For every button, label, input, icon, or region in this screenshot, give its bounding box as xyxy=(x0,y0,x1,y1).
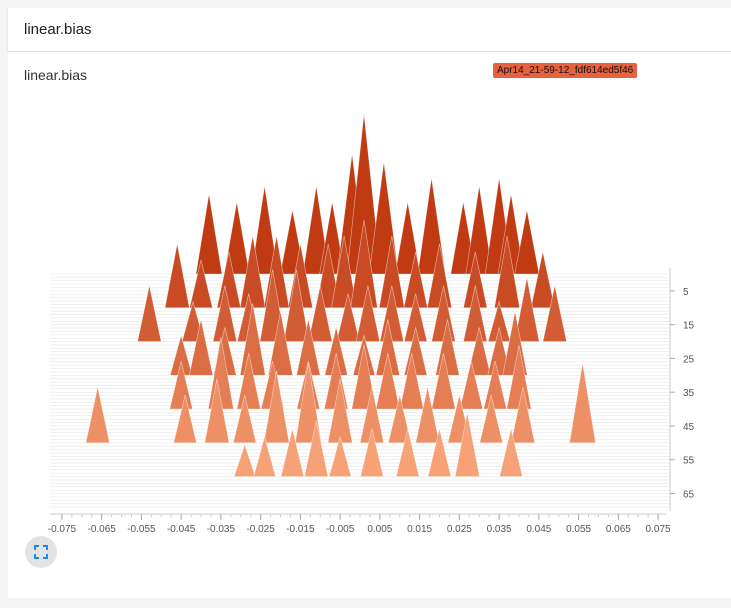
panel-title: linear.bias xyxy=(24,67,88,83)
histogram-peak xyxy=(232,394,257,444)
histogram-peak xyxy=(85,386,110,444)
histogram-peak xyxy=(459,361,484,410)
x-tick-label: 0.025 xyxy=(447,524,472,535)
step-axis: 5 15 25 35 45 55 65 xyxy=(669,268,695,511)
x-tick-label: -0.065 xyxy=(87,524,116,535)
histogram-peak xyxy=(336,293,360,342)
histogram-peak xyxy=(355,285,381,342)
histogram-peak xyxy=(514,277,540,342)
histogram-slice xyxy=(169,337,532,410)
histogram-peak xyxy=(189,259,213,309)
histogram-peak xyxy=(431,353,456,410)
histogram-peak xyxy=(223,201,250,275)
histogram-peak xyxy=(294,362,322,444)
histogram-slice xyxy=(85,362,596,444)
step-tick-label: 55 xyxy=(683,456,695,467)
histogram-peak xyxy=(302,185,331,275)
histogram-peak xyxy=(360,428,384,477)
histogram-slice xyxy=(233,412,523,477)
histogram-peak xyxy=(233,443,256,477)
card-header: linear.bias xyxy=(8,8,731,52)
x-tick-label: 0.045 xyxy=(526,524,551,535)
x-tick-label: -0.055 xyxy=(127,524,156,535)
histogram-peak xyxy=(328,435,352,477)
histogram-peak xyxy=(467,327,492,376)
histogram-peak xyxy=(463,285,488,342)
histogram-peak xyxy=(304,420,329,477)
x-tick-label: 0.035 xyxy=(487,524,512,535)
x-tick-label: 0.005 xyxy=(367,524,392,535)
histogram-peak xyxy=(195,193,223,275)
x-tick-label: 0.055 xyxy=(566,524,591,535)
x-tick-label: 0.015 xyxy=(407,524,432,535)
histogram-peak xyxy=(173,394,197,444)
histogram-peak xyxy=(308,285,333,342)
histogram-peak xyxy=(351,345,377,410)
histogram-ridges xyxy=(85,113,596,477)
step-tick-label: 5 xyxy=(683,287,689,298)
histogram-peak xyxy=(250,185,279,275)
x-tick-label: -0.075 xyxy=(48,524,77,535)
fullscreen-icon xyxy=(34,545,48,559)
histogram-peak xyxy=(483,361,507,410)
x-axis: -0.075 -0.065 -0.055 -0.045 -0.035 -0.025 -0.0… xyxy=(48,513,671,535)
x-tick-label: -0.035 xyxy=(207,524,236,535)
step-tick-label: 25 xyxy=(683,354,695,365)
x-tick-label: -0.025 xyxy=(246,524,275,535)
histogram-peak xyxy=(514,209,540,275)
histogram-peak xyxy=(137,285,162,342)
histogram-peak xyxy=(530,251,555,309)
histogram-peak xyxy=(394,201,421,275)
histogram-peak xyxy=(331,235,358,309)
histogram-peak xyxy=(253,435,277,477)
histogram-peak xyxy=(427,428,452,477)
step-tick-label: 65 xyxy=(683,489,695,500)
histogram-peak xyxy=(164,243,190,309)
histogram-peak xyxy=(387,394,412,444)
histogram-peak xyxy=(204,378,230,444)
histogram-peak xyxy=(263,370,290,444)
histogram-peak xyxy=(569,362,596,444)
histogram-peak xyxy=(510,386,536,444)
histogram-panel: 5 15 25 35 45 55 65 -0.075 -0.065 -0.055 -0.045 -0.… xyxy=(8,52,731,599)
fullscreen-button[interactable] xyxy=(25,536,57,568)
x-tick-label: -0.005 xyxy=(326,524,355,535)
histogram-peak xyxy=(499,428,523,477)
x-tick-label: 0.065 xyxy=(606,524,631,535)
step-tick-label: 15 xyxy=(683,321,695,332)
x-tick-label: -0.045 xyxy=(167,524,196,535)
histogram-peak xyxy=(267,311,294,376)
step-tick-label: 45 xyxy=(683,422,695,433)
histogram-peak xyxy=(169,361,193,410)
histogram-peak xyxy=(280,428,305,477)
histogram-peak xyxy=(415,386,440,444)
histogram-peak xyxy=(399,353,424,410)
histogram-peak xyxy=(395,428,420,477)
histogram-slice xyxy=(164,219,555,309)
histogram-peak xyxy=(479,394,503,444)
card-title: linear.bias xyxy=(24,21,92,38)
histogram-peak xyxy=(454,412,480,477)
x-tick-label: -0.015 xyxy=(286,524,315,535)
histogram-peak xyxy=(542,285,567,342)
histogram-peak xyxy=(236,353,261,410)
footer-divider xyxy=(8,598,731,608)
run-badge: Apr14_21-59-12_fdf614ed5f46 xyxy=(493,63,638,78)
step-tick-label: 35 xyxy=(683,388,695,399)
histogram-peak xyxy=(375,353,400,410)
x-tick-label: 0.075 xyxy=(646,524,671,535)
histogram-peak xyxy=(283,269,310,342)
histogram-peak xyxy=(494,235,521,309)
histogram-peak xyxy=(188,319,214,376)
